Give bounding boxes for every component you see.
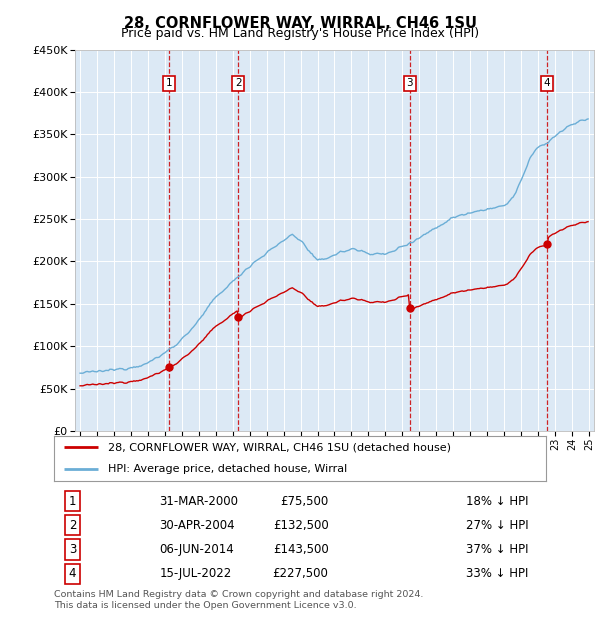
Text: 06-JUN-2014: 06-JUN-2014 [160,543,235,556]
Text: 15-JUL-2022: 15-JUL-2022 [160,567,232,580]
Text: 27% ↓ HPI: 27% ↓ HPI [466,519,529,532]
Text: £132,500: £132,500 [273,519,329,532]
Text: 30-APR-2004: 30-APR-2004 [160,519,235,532]
Text: Contains HM Land Registry data © Crown copyright and database right 2024.
This d: Contains HM Land Registry data © Crown c… [54,590,424,609]
Text: 1: 1 [69,495,76,508]
Text: 3: 3 [69,543,76,556]
Text: 33% ↓ HPI: 33% ↓ HPI [466,567,528,580]
Text: 31-MAR-2000: 31-MAR-2000 [160,495,239,508]
Text: 4: 4 [69,567,76,580]
Text: 18% ↓ HPI: 18% ↓ HPI [466,495,529,508]
Text: £227,500: £227,500 [272,567,329,580]
Text: 1: 1 [166,79,172,89]
Text: 28, CORNFLOWER WAY, WIRRAL, CH46 1SU: 28, CORNFLOWER WAY, WIRRAL, CH46 1SU [124,16,476,30]
Text: 2: 2 [69,519,76,532]
Text: Price paid vs. HM Land Registry's House Price Index (HPI): Price paid vs. HM Land Registry's House … [121,27,479,40]
Text: HPI: Average price, detached house, Wirral: HPI: Average price, detached house, Wirr… [108,464,347,474]
Text: 4: 4 [544,79,551,89]
Text: £143,500: £143,500 [273,543,329,556]
Text: 3: 3 [406,79,413,89]
Text: £75,500: £75,500 [280,495,329,508]
Text: 28, CORNFLOWER WAY, WIRRAL, CH46 1SU (detached house): 28, CORNFLOWER WAY, WIRRAL, CH46 1SU (de… [108,442,451,452]
Text: 37% ↓ HPI: 37% ↓ HPI [466,543,529,556]
Text: 2: 2 [235,79,242,89]
